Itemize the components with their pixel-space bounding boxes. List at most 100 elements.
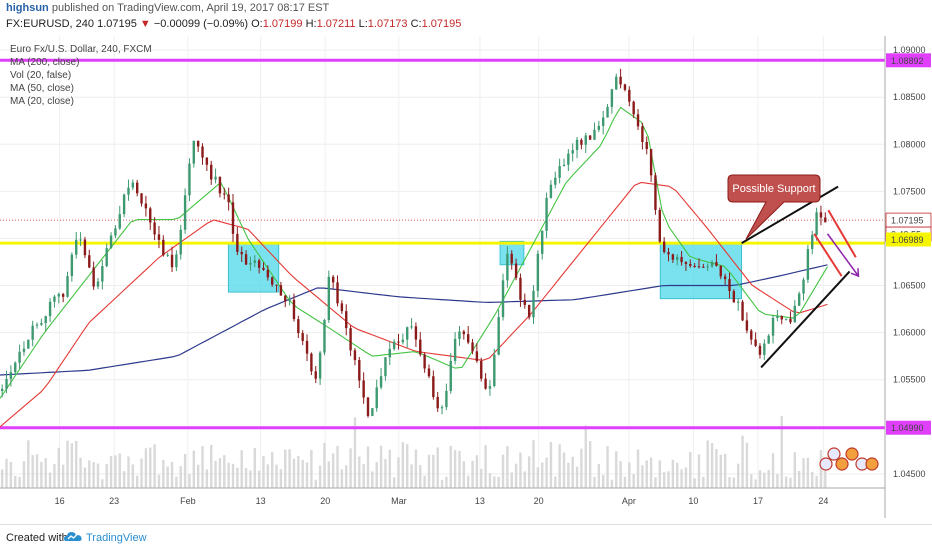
volume-bar <box>440 479 444 488</box>
volume-bar <box>541 462 544 488</box>
candle-body <box>375 387 378 409</box>
close-value: 1.07195 <box>421 18 462 30</box>
candle-body <box>14 362 17 373</box>
volume-bar <box>514 463 518 488</box>
volume-bar <box>458 450 461 488</box>
candle-body <box>689 263 692 266</box>
volume-bar <box>750 474 753 488</box>
volume-bar <box>466 475 470 488</box>
candle-body <box>358 360 361 381</box>
candle-body <box>619 76 622 85</box>
y-tick-label: 1.05500 <box>893 375 926 385</box>
author-link[interactable]: highsun <box>6 2 49 14</box>
price-axis[interactable]: 1.090001.085001.080001.075001.070001.065… <box>884 36 932 518</box>
volume-bar <box>680 469 683 488</box>
candle-body <box>763 343 766 355</box>
volume-bar <box>545 457 548 488</box>
candle-body <box>558 165 561 178</box>
volume-bar <box>323 442 326 488</box>
candle-body <box>784 318 788 320</box>
volume-bar <box>257 470 261 488</box>
candle-body <box>262 267 265 270</box>
candle-body <box>654 175 657 210</box>
volume-bar <box>9 461 13 488</box>
candle-body <box>244 254 248 265</box>
x-tick-label: 16 <box>55 496 65 506</box>
volume-bar <box>671 459 675 488</box>
volume-bar <box>706 440 709 488</box>
trend-lines[interactable] <box>741 185 860 369</box>
volume-bar <box>96 463 100 488</box>
candle-body <box>432 376 435 397</box>
possible-support-callout[interactable]: Possible Support <box>727 174 821 240</box>
volume-bar <box>135 475 139 488</box>
candle-body <box>480 361 483 379</box>
volume-bar <box>349 448 352 488</box>
volume-bar <box>288 449 291 488</box>
candle-body <box>175 254 178 268</box>
volume-bar <box>35 454 39 488</box>
volume-bar <box>384 459 387 488</box>
candle-body <box>388 348 391 358</box>
candle-body <box>157 234 161 240</box>
highlight-rectangle <box>227 243 280 293</box>
channel-upper-line <box>741 185 839 245</box>
volume-bar <box>262 455 265 488</box>
x-tick-label: 13 <box>475 496 485 506</box>
volume-bar <box>392 477 396 488</box>
price-label: 1.07195 <box>891 216 924 226</box>
candle-body <box>314 371 317 379</box>
publish-info: published on TradingView.com, April 19, … <box>51 2 330 14</box>
volume-bar <box>57 447 60 488</box>
volume-bar <box>802 458 805 488</box>
candle-body <box>223 193 226 195</box>
down-arrow-icon: ▼ <box>139 18 151 30</box>
candle-body <box>406 327 409 340</box>
volume-bar <box>70 443 74 488</box>
tradingview-brand[interactable]: TradingView <box>86 532 147 544</box>
volume-bar <box>519 452 522 488</box>
volume-bar <box>279 469 283 488</box>
volume-bar <box>506 446 509 488</box>
candle-body <box>297 319 300 334</box>
volume-bar <box>144 448 148 488</box>
x-tick-label: 13 <box>256 496 266 506</box>
volume-bar <box>549 441 553 488</box>
time-axis[interactable]: 16 23 Feb 13 20 Mar 13 20 Apr 10 17 24 <box>0 487 885 506</box>
volume-bar <box>745 442 749 488</box>
candle-body <box>671 254 675 260</box>
candle-body <box>340 303 344 312</box>
candle-body <box>601 117 605 126</box>
volume-bar <box>127 456 130 488</box>
volume-bar <box>218 458 222 488</box>
volume-bar <box>562 452 566 488</box>
y-tick-label: 1.08000 <box>893 139 926 149</box>
candle-body <box>57 294 60 297</box>
candle-body <box>31 325 34 340</box>
price-chart[interactable]: Possible Support Euro Fx/U.S. Dollar, 24… <box>0 36 932 524</box>
candle-body <box>109 235 113 249</box>
candle-body <box>758 345 762 355</box>
candle-body <box>170 254 174 268</box>
volume-bar <box>22 461 26 488</box>
volume-bar <box>732 477 736 488</box>
volume-bar <box>188 473 191 488</box>
candle-body <box>118 214 121 229</box>
volume-bar <box>231 463 235 488</box>
volume-bar <box>131 464 135 488</box>
candle-body <box>649 149 653 176</box>
candle-body <box>536 253 540 291</box>
volume-bar <box>667 471 670 488</box>
candle-body <box>449 360 452 391</box>
volume-bar <box>588 440 592 488</box>
volume-bar <box>728 477 731 488</box>
candle-body <box>318 352 322 379</box>
candle-body <box>519 277 522 300</box>
volume-bar <box>331 453 335 488</box>
volume-bar <box>427 454 431 488</box>
volume-bar <box>88 460 91 488</box>
volume-bar <box>532 440 535 488</box>
volume-bar <box>53 464 56 488</box>
candle-body <box>514 263 518 278</box>
volume-bar <box>776 473 779 488</box>
